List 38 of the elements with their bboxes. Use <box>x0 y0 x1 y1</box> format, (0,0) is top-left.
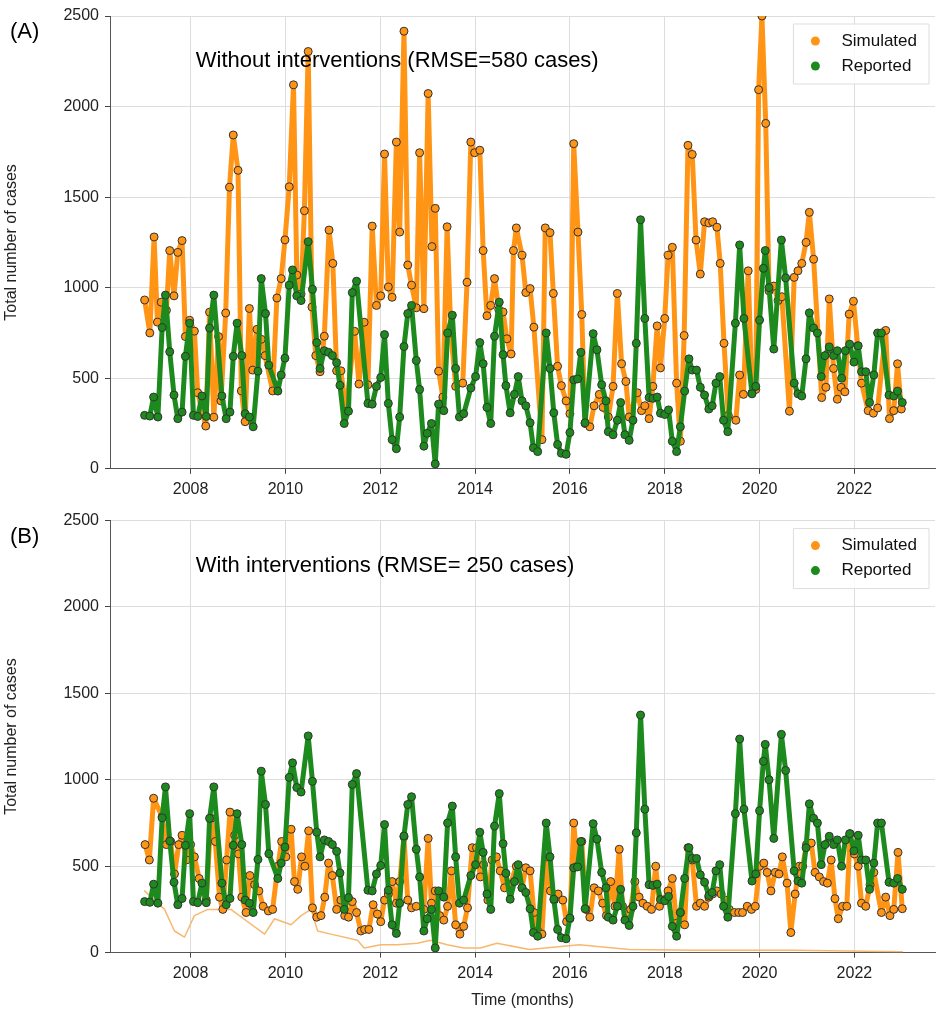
y-tick-label: 0 <box>90 943 100 961</box>
x-tick-label: 2022 <box>836 963 873 981</box>
x-tick-label: 2020 <box>741 479 778 497</box>
y-tick-label: 1000 <box>63 770 100 788</box>
x-tick-label: 2008 <box>172 963 209 981</box>
y-axis-title: Total number of cases <box>2 164 20 321</box>
legend-label: Reported <box>841 560 912 580</box>
y-tick-label: 500 <box>72 368 100 386</box>
x-tick-label: 2008 <box>172 479 209 497</box>
x-tick-label: 2012 <box>362 479 399 497</box>
y-tick-label: 2500 <box>63 6 100 24</box>
x-tick-label: 2018 <box>646 479 683 497</box>
x-tick-label: 2014 <box>457 963 493 981</box>
text: (A) <box>10 18 40 44</box>
x-tick-label: 2020 <box>741 963 778 981</box>
legend-label: Simulated <box>841 535 918 555</box>
text: (B) <box>10 523 40 549</box>
x-tick-label: 2012 <box>362 963 399 981</box>
y-tick-label: 1000 <box>63 278 100 296</box>
x-tick-label: 2016 <box>552 479 588 497</box>
y-tick-label: 500 <box>72 856 100 874</box>
legend-label: Reported <box>841 55 912 75</box>
y-tick-label: 1500 <box>63 187 100 205</box>
x-tick-label: 2018 <box>646 963 683 981</box>
y-tick-label: 0 <box>90 459 100 477</box>
legend-label: Simulated <box>841 30 918 50</box>
x-tick-label: 2014 <box>457 479 493 497</box>
y-axis-title: Total number of cases <box>2 658 20 815</box>
x-axis-title: Time (months) <box>471 990 574 1008</box>
y-tick-label: 2000 <box>63 597 100 615</box>
x-tick-label: 2010 <box>267 479 304 497</box>
x-tick-label: 2016 <box>552 963 588 981</box>
x-tick-label: 2010 <box>267 963 304 981</box>
text: With interventions (RMSE= 250 cases) <box>195 551 575 577</box>
y-tick-label: 1500 <box>63 683 100 701</box>
y-tick-label: 2500 <box>63 511 100 529</box>
y-tick-label: 2000 <box>63 96 100 114</box>
x-tick-label: 2022 <box>836 479 873 497</box>
